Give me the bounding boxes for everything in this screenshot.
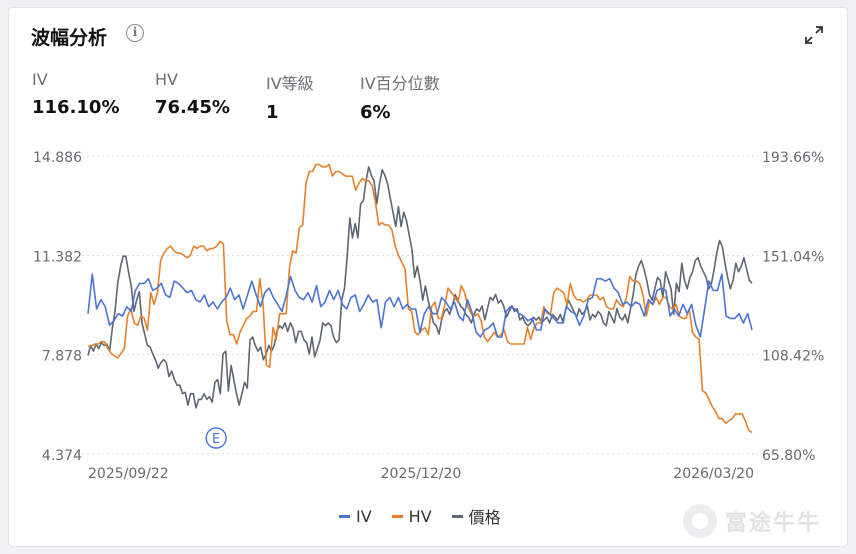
right-axis-tick-label: 193.66%: [762, 150, 824, 166]
left-axis-tick-label: 14.886: [33, 150, 82, 166]
info-icon[interactable]: i: [126, 24, 144, 42]
metric-hv: HV 76.45%: [155, 70, 230, 118]
metric-label: IV等級: [266, 74, 314, 93]
x-axis-tick-label: 2026/03/20: [673, 466, 754, 482]
earnings-marker-label: E: [212, 432, 220, 447]
earnings-marker: [205, 427, 227, 449]
watermark: 富途牛牛: [683, 504, 821, 538]
left-axis-tick-label: 7.878: [42, 349, 82, 365]
legend-swatch-price: [451, 514, 463, 518]
legend-item-hv[interactable]: HV: [391, 504, 432, 528]
expand-icon[interactable]: [803, 24, 825, 46]
card-title: 波幅分析: [31, 27, 108, 49]
metric-label: IV百分位數: [360, 74, 440, 93]
legend-label: IV: [356, 506, 372, 526]
metric-label: HV: [155, 70, 178, 89]
legend-swatch-iv: [339, 514, 350, 518]
series-line-price: [87, 166, 753, 409]
metric-iv-percentile: IV百分位數 6%: [360, 70, 440, 123]
metric-value: 116.10%: [32, 97, 120, 118]
legend-item-price[interactable]: 價格: [451, 504, 501, 528]
metric-value: 6%: [360, 102, 391, 123]
metric-label: IV: [32, 70, 48, 89]
watermark-text: 富途牛牛: [725, 511, 822, 536]
right-axis-tick-label: 65.80%: [762, 448, 815, 464]
metric-value: 1: [266, 102, 279, 123]
right-axis-tick-label: 151.04%: [762, 249, 824, 265]
series-line-iv: [87, 273, 753, 338]
legend-item-iv[interactable]: IV: [339, 504, 372, 528]
x-axis-tick-label: 2025/09/22: [88, 466, 169, 482]
volatility-card: 波幅分析 i IV 116.10% HV 76.45% IV等級 1 IV百分位…: [8, 7, 848, 547]
watermark-logo-icon: [683, 504, 717, 538]
metric-iv: IV 116.10%: [32, 70, 120, 118]
metric-iv-rank: IV等級 1: [266, 70, 314, 123]
chart-legend: IV HV 價格: [339, 504, 501, 528]
left-axis-tick-label: 11.382: [33, 249, 82, 265]
right-axis-tick-label: 108.42%: [762, 349, 824, 365]
legend-label: HV: [408, 506, 432, 526]
metric-value: 76.45%: [155, 97, 230, 118]
legend-label: 價格: [468, 508, 501, 527]
x-axis-tick-label: 2025/12/20: [381, 466, 462, 482]
legend-swatch-hv: [391, 514, 403, 518]
left-axis-tick-label: 4.374: [42, 448, 82, 464]
